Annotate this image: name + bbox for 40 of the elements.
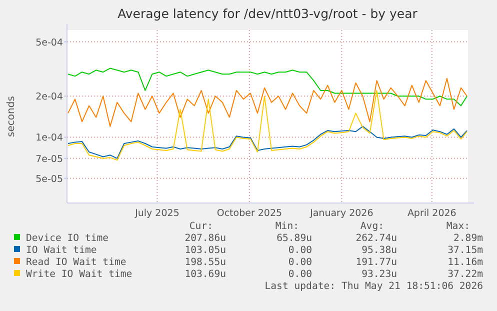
x-tick-label: January 2026: [309, 208, 374, 219]
text: Last update: Thu May 21 18:51:06 2026: [264, 281, 484, 292]
y-axis-title: seconds: [6, 96, 17, 137]
text: 103.05u: [184, 245, 226, 256]
text: 0.00: [288, 245, 312, 256]
legend-label: Write IO Wait time: [26, 269, 132, 280]
legend-label: Device IO time: [26, 233, 109, 244]
chart-title: Average latency for /dev/ntt03-vg/root - by year: [118, 6, 418, 21]
text: 93.23u: [362, 269, 398, 280]
legend-label: IO Wait time: [26, 245, 97, 256]
text: 103.69u: [184, 269, 226, 280]
x-tick-label: October 2025: [216, 208, 282, 219]
line-series: [68, 90, 468, 161]
text: 65.89u: [276, 233, 312, 244]
text: 262.74u: [356, 233, 398, 244]
line-series: [68, 126, 468, 159]
text: 207.86u: [184, 233, 226, 244]
x-tick-label: July 2025: [134, 208, 180, 219]
text: 11.16m: [448, 257, 484, 268]
text: Min:: [275, 221, 299, 232]
text: 37.15m: [448, 245, 484, 256]
y-tick-label: 7e-05: [36, 154, 63, 165]
text: 37.22m: [448, 269, 484, 280]
text: Max:: [446, 221, 470, 232]
text: 95.38u: [362, 245, 398, 256]
y-tick-label: 5e-04: [36, 37, 63, 48]
text: Cur:: [189, 221, 213, 232]
text: 2.89m: [454, 233, 484, 244]
line-series: [68, 68, 468, 106]
x-tick-label: April 2026: [407, 208, 456, 219]
text: 198.55u: [184, 257, 226, 268]
text: 0.00: [288, 257, 312, 268]
y-tick-label: 2e-04: [36, 92, 63, 103]
y-tick-label: 1e-04: [36, 132, 63, 144]
text: 0.00: [288, 269, 312, 280]
line-series: [68, 78, 468, 127]
text: 191.77u: [356, 257, 398, 268]
y-tick-label: 5e-05: [36, 174, 63, 185]
legend-label: Read IO Wait time: [26, 257, 126, 268]
text: Avg:: [360, 221, 384, 232]
